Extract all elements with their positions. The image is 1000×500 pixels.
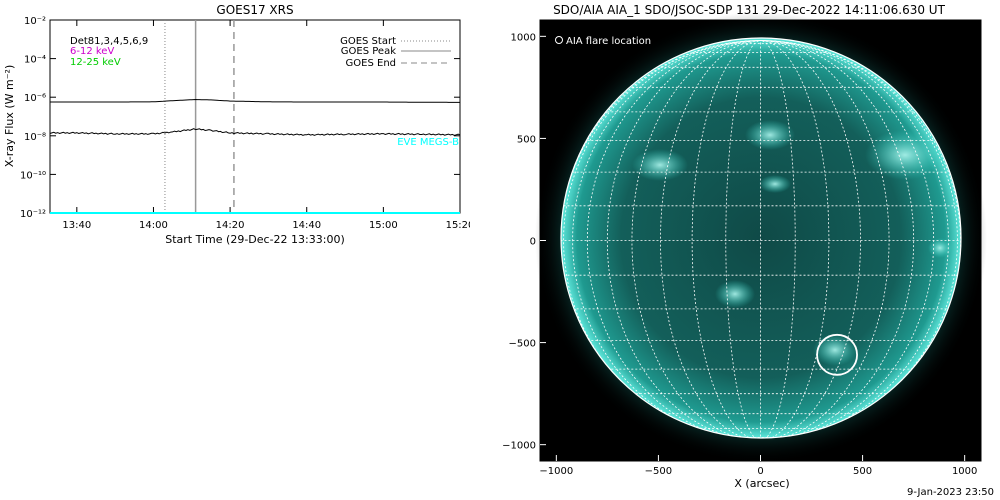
active-region [928,238,952,258]
aia-solar-disk [561,38,961,438]
goes-xrs-chart: GOES17 XRS 10⁻¹² 10⁻¹⁰ 10⁻⁸ 10⁻⁶ 10⁻⁴ 10⁻² 13… [3,3,470,246]
active-region [865,130,945,180]
active-region [759,175,791,193]
goes-y-tick-label: 10⁻¹⁰ [20,170,46,181]
goes-legend-12-25kev: 12-25 keV [70,57,121,68]
goes-legend-6-12kev: 6-12 keV [70,46,114,57]
goes-series-line-1 [49,128,461,136]
goes-y-axis: 10⁻¹² 10⁻¹⁰ 10⁻⁸ 10⁻⁶ 10⁻⁴ 10⁻² [20,16,460,220]
aia-y-tick-label: −1000 [502,441,536,452]
goes-series-group [49,98,461,214]
aia-legend-label: AIA flare location [566,36,651,47]
goes-legend-peak-label: GOES Peak [341,46,396,57]
goes-y-tick-label: 10⁻⁸ [24,132,46,143]
aia-y-axis: 1000 500 0 −500 −1000 [502,32,546,452]
aia-longitude-line [760,40,935,438]
goes-y-tick-label: 10⁻¹² [20,209,46,220]
aia-longitude-line [760,40,890,438]
aia-longitude-line [760,40,796,438]
aia-longitude-line [760,40,949,438]
active-region [813,334,857,366]
aia-x-axis: −1000 −500 0 500 1000 [539,455,977,477]
aia-x-tick-label: 0 [757,466,763,477]
goes-chart-title: GOES17 XRS [216,3,293,17]
goes-y-axis-label: X-ray Flux (W m⁻²) [3,65,16,167]
aia-x-tick-label: −500 [645,466,672,477]
aia-flare-location-marker [816,333,858,376]
aia-chart-title: SDO/AIA AIA_1 SDO/JSOC-SDP 131 29-Dec-20… [553,3,946,17]
goes-x-axis: 13:40 14:00 14:20 14:40 15:00 15:20 [62,20,470,231]
aia-legend-symbol [555,36,563,44]
active-region [745,120,795,150]
aia-y-tick-label: 500 [517,134,536,145]
goes-legend-start-label: GOES Start [340,36,396,47]
aia-plot-frame [539,19,982,462]
aia-longitude-line [660,40,761,438]
aia-x-tick-label: 500 [853,466,872,477]
aia-heliographic-grid [561,40,961,438]
aia-longitude-line [760,40,861,438]
aia-limb-outline [560,37,962,439]
aia-active-regions [632,120,952,366]
aia-x-tick-label: −1000 [539,466,573,477]
aia-y-tick-label: −500 [509,339,536,350]
goes-y-tick-label: 10⁻⁶ [24,93,46,104]
aia-longitude-line [572,40,761,438]
aia-longitude-line [760,40,830,438]
aia-y-tick-label: 1000 [511,32,536,43]
goes-legend-end-label: GOES End [346,58,396,69]
aia-image-background [540,20,981,461]
aia-longitude-line [586,40,761,438]
aia-x-tick-label: 1000 [952,466,977,477]
aia-x-axis-label: X (arcsec) [734,477,789,490]
goes-x-tick-label: 14:00 [139,220,168,231]
goes-series-line-0 [50,98,460,103]
aia-y-tick-label: 0 [530,237,536,248]
goes-event-lines [164,20,235,213]
goes-x-tick-label: 13:40 [62,220,91,231]
aia-longitude-line [760,40,961,438]
footer-timestamp: 9-Jan-2023 23:50 [907,487,994,498]
goes-x-axis-label: Start Time (29-Dec-22 13:33:00) [165,233,345,246]
goes-legend-detector: Det81,3,4,5,6,9 [70,36,148,47]
aia-longitude-line [760,40,915,438]
aia-longitude-line [725,40,761,438]
active-region [632,149,688,181]
aia-longitude-line [606,40,761,438]
active-region [715,280,755,308]
goes-eve-label: EVE MEGS-B [397,137,459,148]
goes-x-tick-label: 15:20 [446,220,470,231]
aia-longitude-line [691,40,761,438]
goes-y-tick-label: 10⁻⁴ [24,55,46,66]
aia-longitude-line [563,40,761,438]
goes-y-tick-label: 10⁻² [24,16,46,27]
goes-x-tick-label: 14:40 [292,220,321,231]
aia-corona-glow [535,12,987,464]
aia-longitude-line [631,40,761,438]
aia-longitude-line [760,40,958,438]
aia-longitude-line [561,40,761,438]
goes-x-tick-label: 14:20 [216,220,245,231]
goes-x-tick-label: 15:00 [369,220,398,231]
